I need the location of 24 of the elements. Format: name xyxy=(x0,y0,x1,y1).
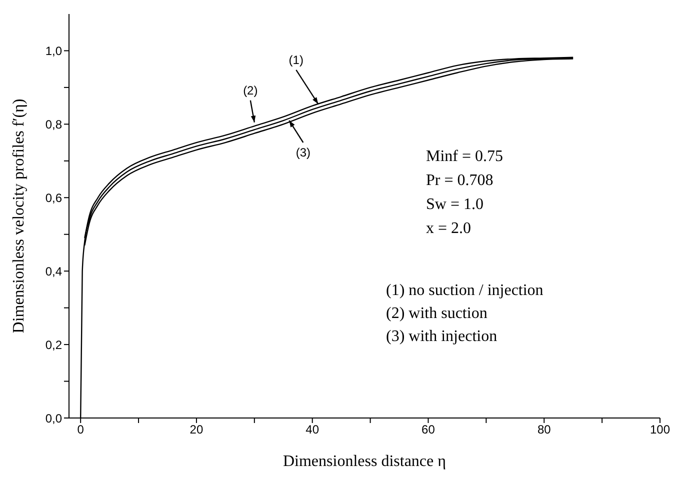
y-axis-title: Dimensionless velocity profiles f′(η) xyxy=(10,98,28,334)
x-tick-label: 0 xyxy=(77,422,84,437)
annotation: Sw = 1.0 xyxy=(426,196,484,213)
x-tick-label: 80 xyxy=(537,422,552,437)
annotation: Minf = 0.75 xyxy=(426,148,504,165)
annotation: (2) with suction xyxy=(386,305,488,322)
x-tick-label: 60 xyxy=(422,422,436,437)
x-tick-label: 20 xyxy=(190,422,204,437)
annotation: (3) with injection xyxy=(386,328,498,345)
annotation: (1) no suction / injection xyxy=(386,282,544,299)
annotation: (2) xyxy=(243,83,258,98)
y-tick-label: 0,8 xyxy=(45,117,62,132)
annotation: (1) xyxy=(288,52,304,67)
x-axis-title: Dimensionless distance η xyxy=(282,453,446,470)
annotation: (3) xyxy=(296,146,311,160)
y-tick-label: 0,0 xyxy=(45,411,62,426)
y-tick-label: 0,6 xyxy=(45,190,62,205)
x-tick-label: 40 xyxy=(306,422,320,437)
annotation: Pr = 0.708 xyxy=(426,172,494,189)
y-tick-label: 0,4 xyxy=(45,264,62,278)
y-tick-label: 0,2 xyxy=(45,338,62,352)
x-tick-label: 100 xyxy=(650,422,670,437)
annotation: x = 2.0 xyxy=(426,220,472,237)
y-tick-label: 1,0 xyxy=(45,44,62,58)
